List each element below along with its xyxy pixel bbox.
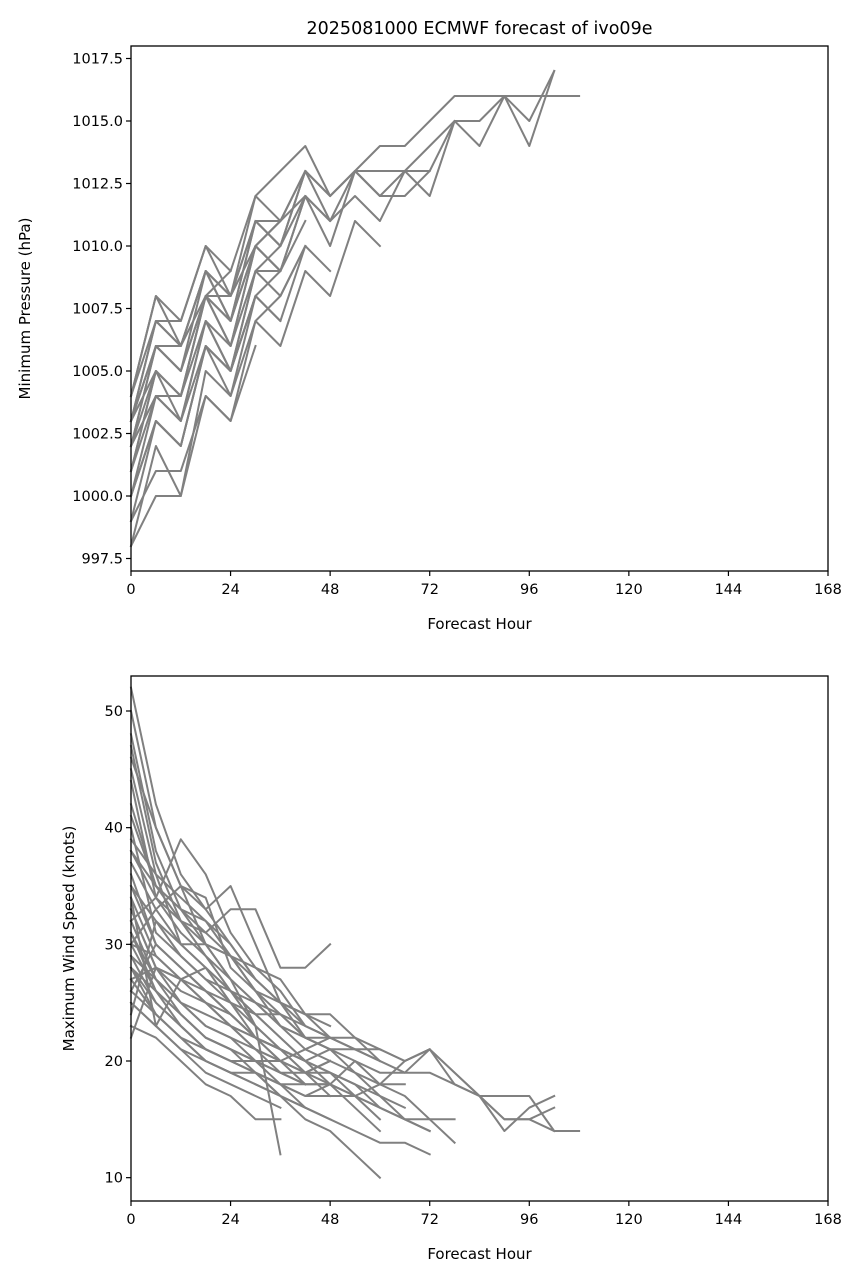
series-line-18 [129,295,282,498]
series-line-2 [129,803,556,1132]
y-tick-label-2: 30 [105,937,123,953]
y-tick-label-5: 1010.0 [72,239,123,255]
series-line-27 [129,954,307,1075]
axes-frame [130,675,829,1202]
series-line-26 [129,942,307,1086]
x-tick-label-6: 144 [715,1212,743,1228]
series-line-40 [129,814,382,1063]
x-tick-label-0: 0 [126,582,135,598]
x-axis-label: Forecast Hour [427,615,532,633]
series-line-29 [129,966,332,1062]
x-tick-label-2: 48 [321,582,339,598]
x-tick-label-1: 24 [221,582,239,598]
series-line-38 [129,686,382,1063]
x-tick-label-2: 48 [321,1212,339,1228]
y-tick-label-4: 1007.5 [72,302,123,318]
x-tick-label-6: 144 [715,582,743,598]
x-tick-label-1: 24 [221,1212,239,1228]
series-line-0 [129,69,556,398]
y-tick-label-8: 1017.5 [72,52,123,68]
y-tick-label-0: 10 [105,1171,123,1187]
series-line-32 [129,1024,282,1121]
x-tick-label-4: 96 [520,582,538,598]
y-tick-label-7: 1015.0 [72,114,123,130]
x-axis-label: Forecast Hour [427,1245,532,1263]
wind-panel: 0 24 48 72 96 120 144 168 10 20 30 40 50 Forecast Hou… [60,675,842,1263]
x-tick-label-3: 72 [420,582,438,598]
series-line-12 [129,344,257,548]
series-line-39 [129,744,332,969]
series-line-33 [129,896,282,1156]
y-tick-label-3: 1005.0 [72,364,123,380]
series-line-21 [129,269,233,423]
y-axis-label: Minimum Pressure (hPa) [16,218,34,400]
series-line-9 [129,1001,457,1145]
series-line-30 [129,989,332,1121]
series-line-9 [129,245,332,473]
y-tick-label-6: 1012.5 [72,177,123,193]
series-line-19 [129,219,257,398]
series-line-41 [129,837,307,1040]
x-tick-label-5: 120 [615,1212,643,1228]
chart-title: 2025081000 ECMWF forecast of ivo09e [307,19,653,39]
x-tick-label-7: 168 [814,582,842,598]
x-tick-label-0: 0 [126,1212,135,1228]
x-tick-label-7: 168 [814,1212,842,1228]
series-line-28 [129,966,307,1110]
y-tick-label-1: 1000.0 [72,489,123,505]
y-tick-label-1: 20 [105,1054,123,1070]
x-tick-label-3: 72 [420,1212,438,1228]
y-axis-label: Maximum Wind Speed (knots) [60,826,78,1052]
series-line-35 [129,896,332,1074]
x-tick-label-4: 96 [520,1212,538,1228]
pressure-panel: 0 24 48 72 96 120 144 168 997.5 1000.0 1002.5 1005.… [16,19,842,633]
series-line-37 [129,756,432,1062]
series-line-22 [129,920,307,1063]
y-tick-label-2: 1002.5 [72,427,123,443]
y-tick-label-3: 40 [105,821,123,837]
y-tick-label-4: 50 [105,704,123,720]
series-line-31 [129,1001,282,1110]
x-tick-label-5: 120 [615,582,643,598]
y-tick-label-0: 997.5 [81,552,123,568]
